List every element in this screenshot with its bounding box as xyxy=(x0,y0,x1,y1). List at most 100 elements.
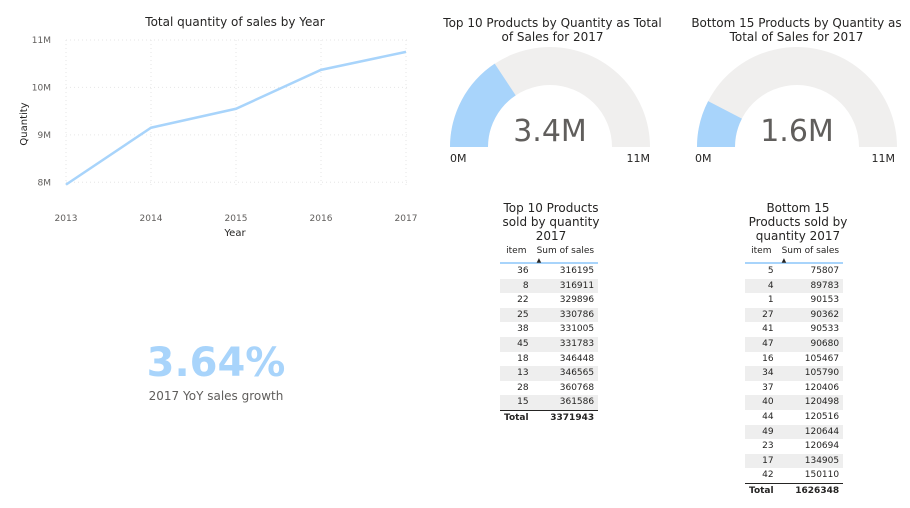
table-row[interactable]: 5 75807 xyxy=(745,263,844,279)
gauge-bottom-max: 11M xyxy=(872,152,896,165)
data-point[interactable] xyxy=(318,67,324,73)
table-row[interactable]: 15 361586 xyxy=(500,395,599,411)
table-row[interactable]: 4 89783 xyxy=(745,278,844,294)
line-chart-title: Total quantity of sales by Year xyxy=(145,15,325,29)
table-row[interactable]: 8 316911 xyxy=(500,278,599,294)
cell-item: 44 xyxy=(745,409,778,425)
data-point[interactable] xyxy=(148,125,154,131)
table-row[interactable]: 22 329896 xyxy=(500,293,599,308)
kpi-label: 2017 YoY sales growth xyxy=(148,389,284,403)
y-tick-label: 11M xyxy=(32,36,51,46)
cell-item: 16 xyxy=(745,351,778,367)
gauge-fill[interactable] xyxy=(450,63,516,147)
table-row[interactable]: 13 346565 xyxy=(500,366,599,381)
cell-item: 36 xyxy=(500,263,533,279)
cell-sum-of-sales: 90362 xyxy=(777,307,844,323)
table-row[interactable]: 17 134905 xyxy=(745,453,844,469)
cell-sum-of-sales: 120498 xyxy=(777,395,844,410)
data-point[interactable] xyxy=(233,106,239,112)
x-tick-label: 2017 xyxy=(395,214,418,224)
table-row[interactable]: 23 120694 xyxy=(745,439,844,454)
cell-sum-of-sales: 346448 xyxy=(532,351,599,367)
cell-sum-of-sales: 90680 xyxy=(777,336,844,352)
cell-item: 42 xyxy=(745,468,778,484)
cell-item: 25 xyxy=(500,307,533,323)
cell-sum-of-sales: 329896 xyxy=(532,293,599,308)
table-row[interactable]: 40 120498 xyxy=(745,395,844,410)
x-axis-title: Year xyxy=(223,228,246,239)
data-point[interactable] xyxy=(63,182,69,188)
gauge-fill[interactable] xyxy=(697,101,742,147)
cell-item: 18 xyxy=(500,351,533,367)
table-row[interactable]: 41 90533 xyxy=(745,322,844,337)
cell-item: 4 xyxy=(745,278,778,294)
table-row[interactable]: 38 331005 xyxy=(500,322,599,337)
cell-sum-of-sales: 90153 xyxy=(777,293,844,308)
total-value: 1626348 xyxy=(777,482,844,499)
column-header-sum-of-sales[interactable]: Sum of sales xyxy=(532,246,599,264)
table-row[interactable]: 25 330786 xyxy=(500,307,599,323)
cell-item: 37 xyxy=(745,380,778,396)
cell-sum-of-sales: 150110 xyxy=(777,468,844,484)
gauge-top-value: 3.4M xyxy=(513,114,587,149)
cell-item: 23 xyxy=(745,439,778,454)
series-line[interactable] xyxy=(65,50,407,186)
total-row: Total 3371943 xyxy=(500,409,599,426)
table-row[interactable]: 18 346448 xyxy=(500,351,599,367)
x-tick-label: 2016 xyxy=(310,214,333,224)
table-row[interactable]: 28 360768 xyxy=(500,380,599,396)
y-tick-label: 8M xyxy=(38,178,52,188)
table-row[interactable]: 42 150110 xyxy=(745,468,844,484)
column-header-sum-of-sales[interactable]: Sum of sales xyxy=(777,246,844,264)
table-row[interactable]: 49 120644 xyxy=(745,424,844,440)
y-tick-label: 9M xyxy=(38,131,52,141)
total-label: Total xyxy=(745,482,778,499)
cell-sum-of-sales: 331783 xyxy=(532,336,599,352)
data-point[interactable] xyxy=(403,49,409,55)
cell-item: 40 xyxy=(745,395,778,410)
table-row[interactable]: 37 120406 xyxy=(745,380,844,396)
gauge-bottom-value: 1.6M xyxy=(760,114,834,149)
cell-item: 49 xyxy=(745,424,778,440)
cell-sum-of-sales: 361586 xyxy=(532,395,599,411)
cell-item: 1 xyxy=(745,293,778,308)
cell-sum-of-sales: 330786 xyxy=(532,307,599,323)
table-row[interactable]: 47 90680 xyxy=(745,336,844,352)
cell-item: 45 xyxy=(500,336,533,352)
table-row[interactable]: 44 120516 xyxy=(745,409,844,425)
kpi-value: 3.64% xyxy=(146,340,286,386)
table-row[interactable]: 16 105467 xyxy=(745,351,844,367)
cell-item: 22 xyxy=(500,293,533,308)
gauge-bottom-min: 0M xyxy=(695,152,712,165)
table-row[interactable]: 1 90153 xyxy=(745,293,844,308)
x-tick-label: 2015 xyxy=(225,214,248,224)
column-header-item[interactable]: item xyxy=(745,246,778,264)
table-bottom-title: Bottom 15 Products sold by quantity 2017 xyxy=(748,201,848,243)
x-tick-label: 2014 xyxy=(140,214,163,224)
cell-item: 27 xyxy=(745,307,778,323)
column-header-item[interactable]: item xyxy=(500,246,533,264)
y-tick-label: 10M xyxy=(32,83,51,93)
cell-sum-of-sales: 120516 xyxy=(777,409,844,425)
cell-sum-of-sales: 134905 xyxy=(777,453,844,469)
cell-sum-of-sales: 331005 xyxy=(532,322,599,337)
table-row[interactable]: 36 316195 xyxy=(500,263,599,279)
line-chart: 8M 9M 10M 11M 2013 2014 2015 2016 2017 Year Quanti… xyxy=(19,36,418,239)
gauge-track xyxy=(697,47,897,148)
cell-item: 38 xyxy=(500,322,533,337)
cell-item: 28 xyxy=(500,380,533,396)
table-row[interactable]: 45 331783 xyxy=(500,336,599,352)
table-row[interactable]: 34 105790 xyxy=(745,366,844,381)
gauge-top-max: 11M xyxy=(627,152,651,165)
cell-item: 13 xyxy=(500,366,533,381)
total-value: 3371943 xyxy=(532,409,599,426)
x-tick-label: 2013 xyxy=(55,214,78,224)
cell-item: 34 xyxy=(745,366,778,381)
cell-sum-of-sales: 316195 xyxy=(532,263,599,279)
cell-item: 47 xyxy=(745,336,778,352)
gauge-bottom-title: Bottom 15 Products by Quantity as Total … xyxy=(691,16,902,44)
table-row[interactable]: 27 90362 xyxy=(745,307,844,323)
cell-sum-of-sales: 316911 xyxy=(532,278,599,294)
y-axis-title: Quantity xyxy=(19,102,30,145)
cell-sum-of-sales: 360768 xyxy=(532,380,599,396)
